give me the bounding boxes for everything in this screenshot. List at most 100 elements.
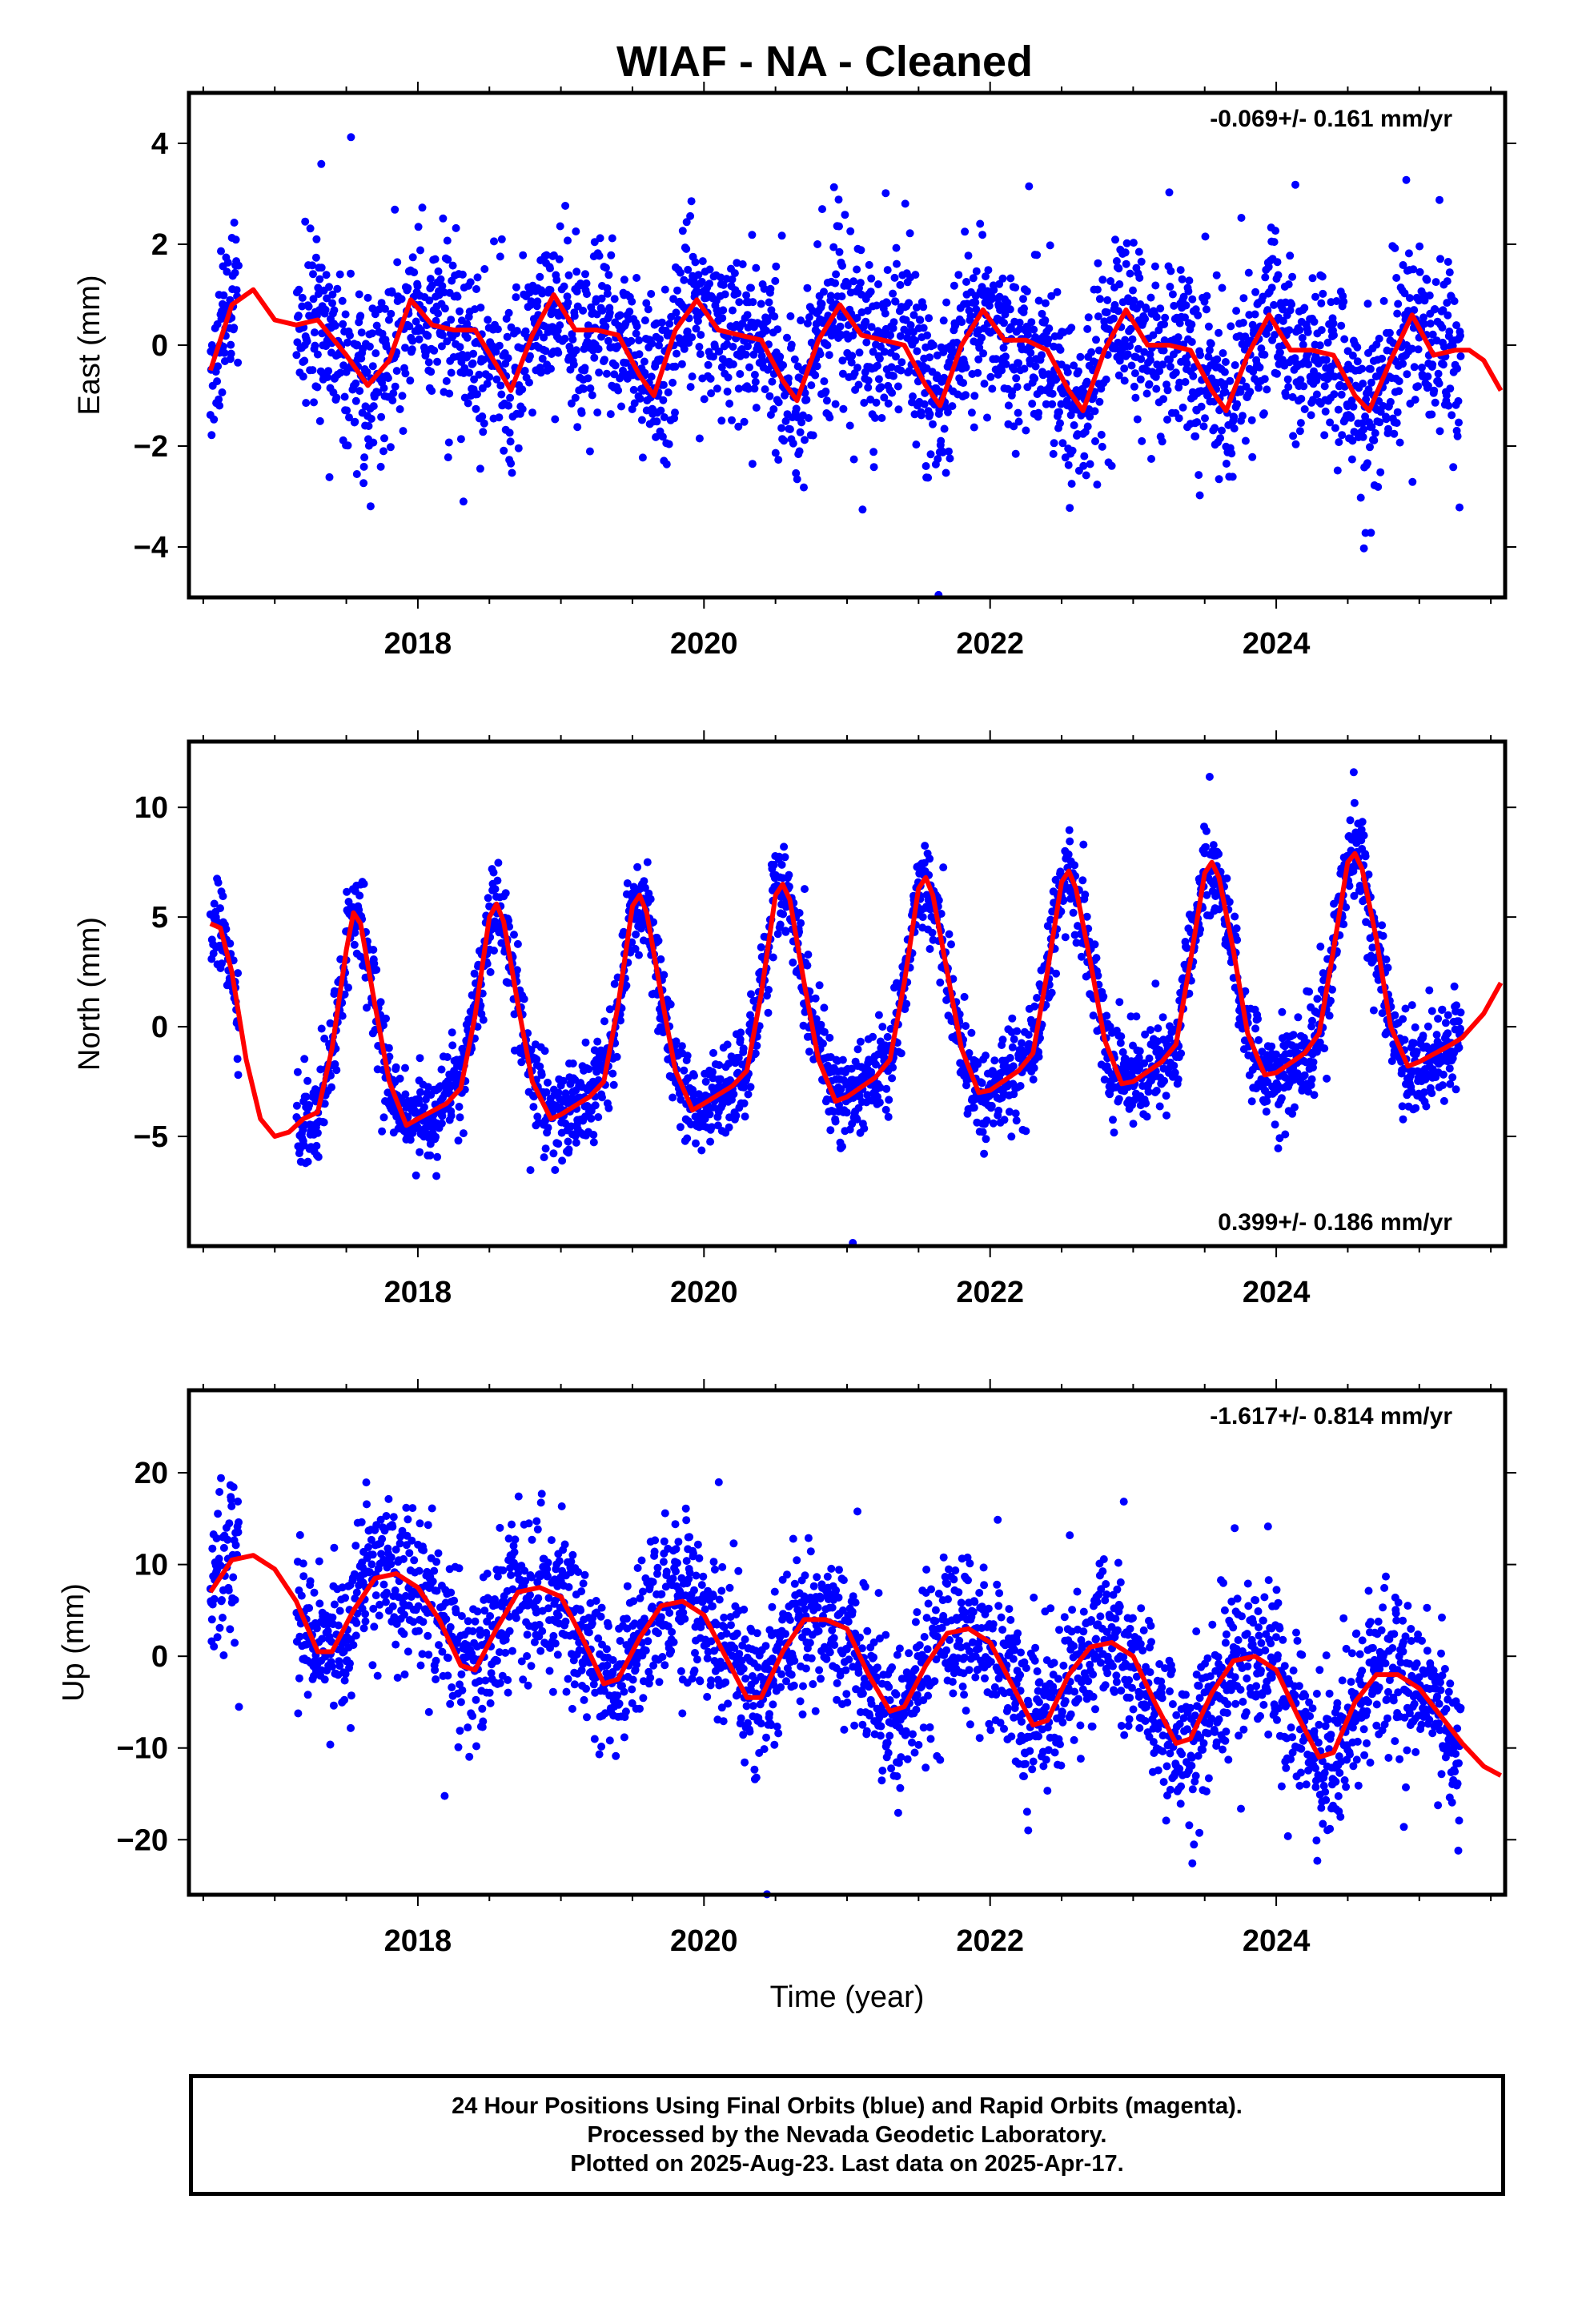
east-point: [426, 275, 435, 283]
east-point: [1128, 335, 1137, 344]
east-point: [747, 283, 755, 292]
east-point: [1300, 304, 1309, 312]
east-point: [1329, 319, 1338, 328]
east-point: [838, 356, 847, 365]
east-point: [811, 371, 820, 380]
east-point: [1220, 368, 1229, 376]
east-point: [999, 344, 1008, 352]
north-point: [902, 999, 911, 1008]
north-point: [443, 1053, 452, 1061]
north-point: [564, 1145, 573, 1154]
east-point: [1340, 335, 1349, 344]
east-point: [359, 479, 368, 488]
east-point: [760, 284, 769, 293]
north-point: [825, 1033, 834, 1042]
east-point: [1402, 175, 1411, 184]
east-point: [628, 405, 636, 413]
east-point: [1248, 452, 1257, 461]
east-point: [1299, 340, 1307, 349]
east-point: [1152, 313, 1161, 322]
east-point: [1120, 376, 1129, 385]
east-point: [929, 420, 937, 428]
east-point: [669, 378, 677, 387]
east-point: [877, 414, 886, 422]
east-point: [632, 274, 641, 282]
east-point: [464, 399, 472, 408]
east-point: [925, 314, 934, 323]
north-point: [878, 1023, 887, 1031]
north-point: [926, 854, 934, 863]
east-point: [971, 298, 980, 307]
east-point: [340, 392, 349, 401]
east-point: [1291, 180, 1299, 189]
north-point: [789, 958, 797, 967]
north-point: [541, 1144, 550, 1153]
east-point: [1111, 235, 1119, 244]
north-point: [537, 1071, 546, 1080]
east-point: [1267, 283, 1276, 292]
north-point: [558, 1156, 567, 1165]
east-point: [475, 370, 484, 379]
east-point: [1286, 251, 1295, 260]
north-point: [967, 1028, 976, 1037]
east-point: [719, 306, 728, 315]
north-point: [292, 1101, 301, 1110]
east-point: [1049, 449, 1058, 458]
east-point: [351, 417, 359, 426]
north-point: [344, 983, 352, 992]
east-point: [375, 305, 383, 314]
east-point: [1428, 360, 1437, 369]
east-point: [1185, 276, 1194, 285]
north-point: [853, 1045, 862, 1054]
east-point: [838, 369, 847, 378]
east-point: [1084, 313, 1093, 322]
east-point: [837, 292, 846, 301]
east-point: [1356, 493, 1365, 502]
east-point: [602, 369, 611, 378]
east-point: [804, 414, 813, 422]
north-point: [769, 953, 777, 962]
east-point: [408, 336, 417, 345]
east-point: [628, 297, 636, 306]
east-point: [527, 297, 536, 306]
east-point: [1456, 332, 1464, 340]
east-point: [676, 268, 685, 277]
east-point: [453, 292, 462, 301]
east-point: [744, 342, 752, 351]
east-point: [1320, 382, 1329, 391]
east-point: [1330, 390, 1339, 399]
north-point: [1078, 876, 1087, 885]
east-point: [465, 368, 474, 377]
east-point: [595, 251, 604, 260]
north-point: [551, 1166, 560, 1174]
north-point: [962, 1022, 970, 1031]
east-point: [363, 293, 372, 302]
east-point: [310, 398, 318, 407]
east-rate-label: -0.069+/- 0.161 mm/yr: [1210, 106, 1452, 132]
east-point: [384, 316, 393, 324]
east-point: [657, 318, 666, 327]
east-point: [1295, 427, 1304, 436]
east-point: [813, 362, 821, 371]
east-point: [1028, 400, 1037, 408]
east-point: [428, 387, 436, 396]
east-xtick-label: 2022: [956, 627, 1024, 661]
east-point: [311, 341, 319, 350]
east-point: [343, 338, 351, 347]
north-point: [869, 1032, 877, 1041]
east-point: [1321, 407, 1330, 416]
east-point: [520, 367, 529, 375]
east-point: [759, 357, 768, 366]
east-point: [906, 321, 915, 329]
east-point: [796, 428, 805, 436]
north-point: [918, 913, 927, 922]
east-point: [1196, 351, 1205, 360]
north-point: [598, 1093, 606, 1102]
east-point: [1255, 363, 1264, 372]
east-point: [235, 261, 243, 270]
north-point: [831, 1117, 840, 1126]
east-point: [802, 396, 811, 404]
east-point: [1347, 455, 1356, 464]
east-point: [547, 364, 555, 373]
east-point: [443, 236, 452, 245]
